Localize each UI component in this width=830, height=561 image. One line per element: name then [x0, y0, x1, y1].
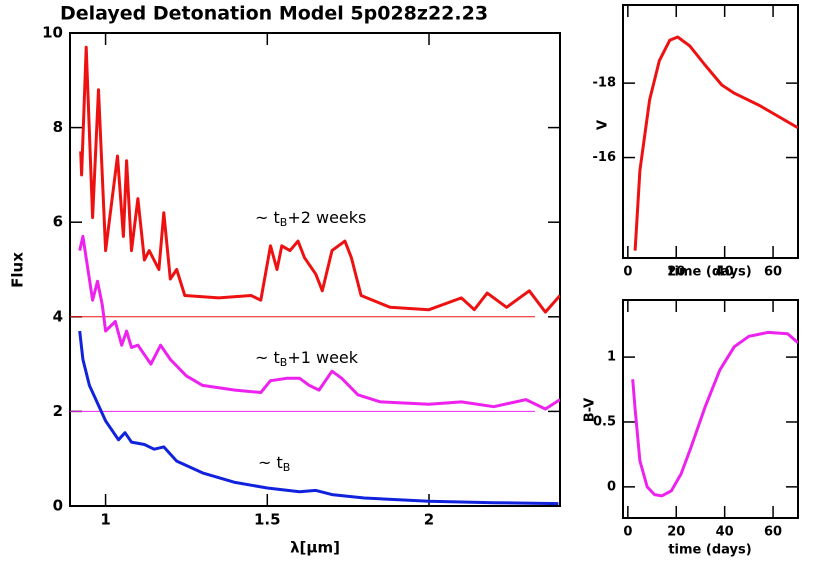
y-tick-label: 0.5 [593, 414, 616, 429]
y-tick-label: 2 [53, 402, 63, 420]
chart-title: Delayed Detonation Model 5p028z22.23 [60, 3, 488, 25]
y-tick-label: 1 [607, 350, 616, 365]
y-tick-label: 6 [53, 213, 63, 231]
panel: 0 20 40 60 -18 -16 time (days) V [593, 4, 799, 280]
annotation-part: ~ t [255, 208, 280, 227]
annotation-part: ~ t [255, 348, 280, 367]
series-line [78, 330, 559, 506]
annotation-part: B [280, 356, 288, 369]
series-line [631, 330, 798, 498]
x-tick-label: 1 [100, 511, 110, 529]
y-tick-label: 4 [53, 307, 63, 325]
annotation-part: +2 weeks [287, 208, 366, 227]
x-tick-label: 60 [764, 525, 782, 540]
y-tick-label: 10 [42, 24, 63, 42]
x-tick-label: 40 [716, 525, 734, 540]
x-tick-label: 0 [623, 525, 632, 540]
y-axis-label: B-V [583, 398, 598, 422]
x-axis-label: time (days) [668, 265, 751, 280]
series-line [79, 45, 560, 314]
y-tick-label: 0 [607, 479, 616, 494]
x-tick-label: 2 [424, 511, 434, 529]
y-tick-label: -18 [593, 76, 617, 91]
panel: 0 20 40 60 0 0.5 1 time (days) B-V [583, 299, 799, 558]
plot-frame [69, 32, 561, 507]
annotation-part: +1 week [287, 348, 358, 367]
series-line [633, 35, 798, 251]
annotation: ~ tB+1 week [255, 348, 359, 370]
annotation-part: B [280, 216, 288, 229]
annotation: ~ tB [258, 453, 290, 475]
x-axis-label: time (days) [668, 543, 751, 558]
plot-frame [622, 299, 799, 519]
x-tick-label: 20 [667, 265, 685, 280]
plot-frame [622, 4, 799, 259]
x-tick-label: 40 [716, 265, 734, 280]
x-tick-label: 20 [667, 525, 685, 540]
x-tick-label: 0 [623, 265, 632, 280]
y-tick-label: 0 [53, 497, 63, 515]
y-axis-label: Flux [9, 252, 27, 288]
annotation-part: B [283, 461, 291, 474]
series-line [78, 234, 560, 411]
annotation-part: ~ t [258, 453, 283, 472]
y-tick-label: 8 [53, 118, 63, 136]
y-axis-label: V [596, 120, 611, 130]
x-tick-label: 60 [764, 265, 782, 280]
x-axis-label: λ[μm] [290, 539, 340, 557]
annotation: ~ tB+2 weeks [255, 208, 366, 230]
x-tick-label: 1.5 [254, 511, 281, 529]
y-tick-label: -16 [593, 150, 617, 165]
